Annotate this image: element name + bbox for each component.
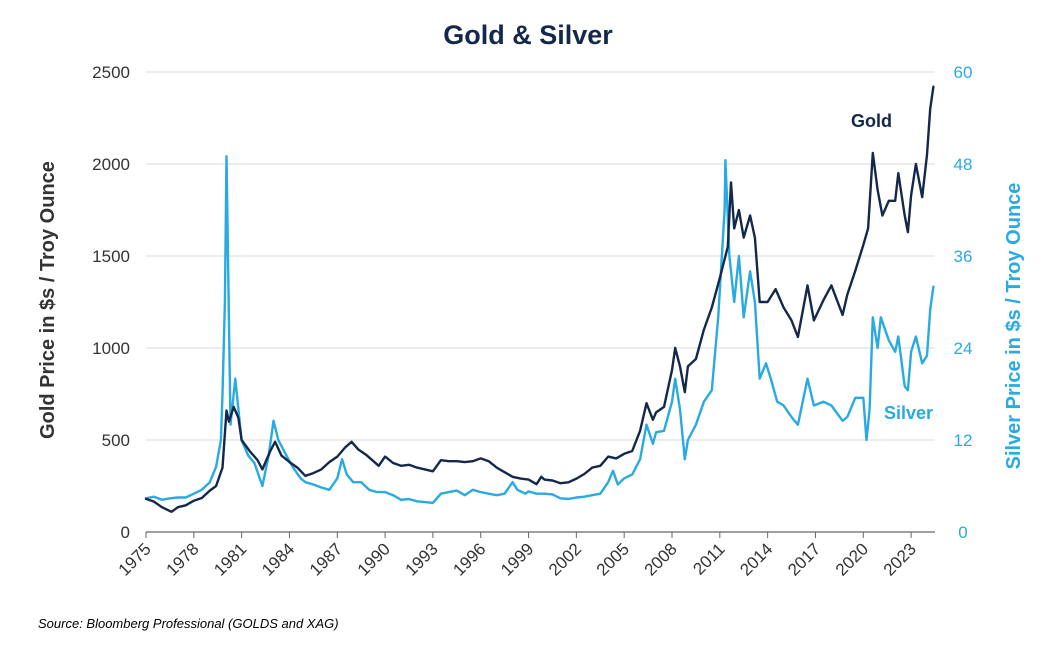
left-axis-title: Gold Price in $s / Troy Ounce [37, 161, 59, 439]
source-note: Source: Bloomberg Professional (GOLDS an… [38, 616, 339, 631]
x-tick-label: 1975 [115, 539, 155, 579]
x-tick-label: 2014 [736, 539, 776, 579]
gold-line [144, 85, 935, 513]
x-tick-label: 1981 [210, 539, 250, 579]
x-tick-label: 1987 [306, 539, 346, 579]
x-tick-label: 1990 [354, 539, 394, 579]
x-tick-label: 1993 [402, 539, 442, 579]
x-tick-label: 2002 [545, 539, 585, 579]
right-axis-title: Silver Price in $s / Troy Ounce [1003, 183, 1025, 470]
silver-series-label: Silver [884, 403, 933, 423]
right-axis-ticks: 0 12 24 36 48 60 [954, 63, 973, 542]
left-axis-ticks: 0 500 1000 1500 2000 2500 [92, 63, 130, 542]
silver-line [144, 155, 935, 505]
right-tick-label: 12 [954, 431, 973, 450]
right-tick-label: 0 [958, 523, 967, 542]
right-tick-label: 60 [954, 63, 973, 82]
right-tick-label: 24 [954, 339, 973, 358]
left-tick-label: 1000 [92, 339, 130, 358]
right-tick-label: 36 [954, 247, 973, 266]
x-tick-label: 2011 [689, 539, 728, 578]
left-tick-label: 2000 [92, 155, 130, 174]
right-tick-label: 48 [954, 155, 973, 174]
x-tick-label: 1984 [258, 539, 298, 579]
gold-series-label: Gold [851, 111, 892, 131]
x-tick-label: 2005 [593, 539, 633, 579]
x-tick-label: 1996 [449, 539, 489, 579]
left-tick-label: 1500 [92, 247, 130, 266]
series-lines [144, 85, 935, 513]
x-tick-label: 2008 [641, 539, 681, 579]
x-tick-label: 2023 [880, 539, 920, 579]
left-tick-label: 500 [102, 431, 130, 450]
x-tick-label: 2017 [784, 539, 824, 579]
x-tick-label: 2020 [832, 539, 872, 579]
left-tick-label: 2500 [92, 63, 130, 82]
chart-title: Gold & Silver [443, 20, 613, 50]
left-tick-label: 0 [121, 523, 130, 542]
x-axis-ticks: 1975 1978 1981 1984 1987 1990 1993 1996 1999 2002… [115, 532, 920, 580]
x-tick-label: 1999 [497, 539, 537, 579]
x-tick-label: 1978 [162, 539, 202, 579]
